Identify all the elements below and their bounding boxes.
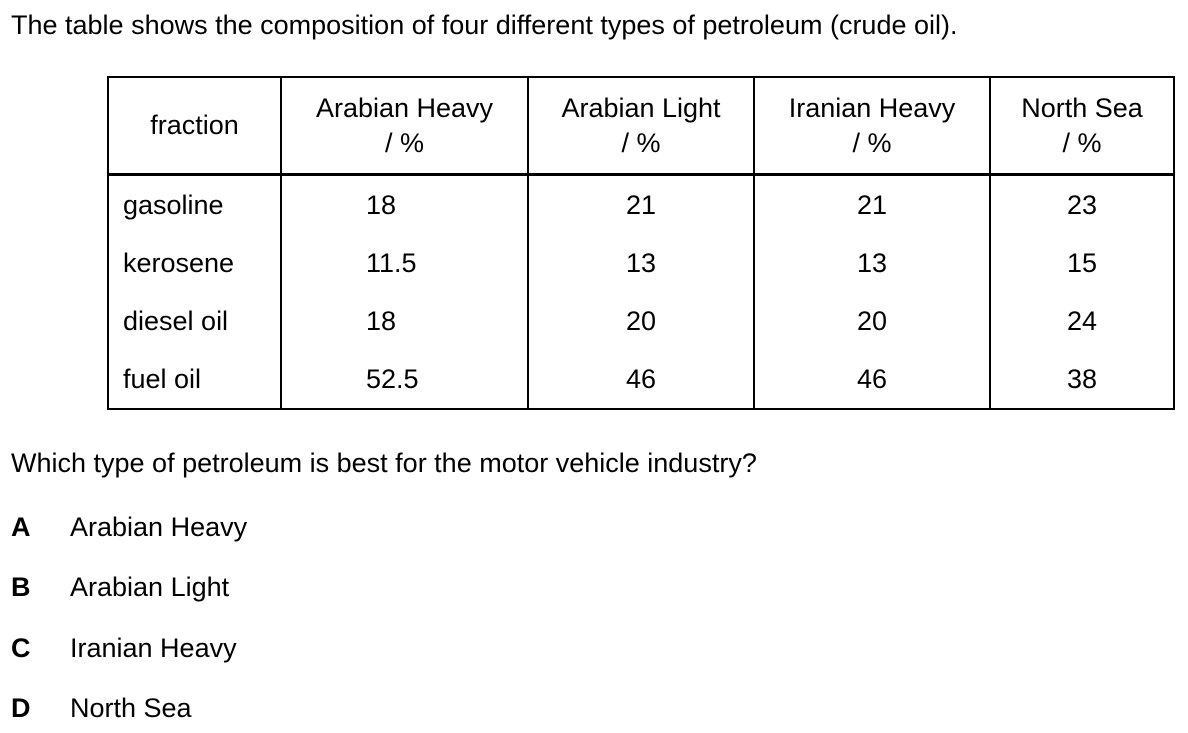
value-cell: 23 (989, 174, 1174, 234)
option-c[interactable]: C Iranian Heavy (11, 630, 237, 666)
table-row: kerosene 11.5 13 13 15 (108, 234, 1174, 292)
petroleum-composition-table: fraction Arabian Heavy / % Arabian Light… (107, 76, 1175, 410)
value-cell: 38 (989, 350, 1174, 409)
fraction-cell: fuel oil (123, 363, 202, 394)
header-label: North Sea (1021, 92, 1143, 123)
value-cell: 18 (280, 292, 528, 350)
value-cell: 21 (753, 174, 990, 234)
option-letter: A (11, 512, 31, 542)
option-text: Arabian Light (70, 572, 230, 602)
value-cell: 13 (753, 234, 990, 292)
header-iranian-heavy: Iranian Heavy / % (753, 77, 990, 176)
intro-text: The table shows the composition of four … (11, 10, 958, 40)
header-unit: / % (384, 127, 424, 158)
option-letter: B (11, 572, 31, 602)
value-cell: 46 (753, 350, 990, 409)
value-cell: 52.5 (280, 350, 528, 409)
header-label: Iranian Heavy (788, 92, 956, 123)
value-cell: 46 (527, 350, 754, 409)
header-label: fraction (150, 110, 239, 140)
header-arabian-light: Arabian Light / % (527, 77, 754, 176)
fraction-cell: kerosene (123, 247, 235, 278)
header-label: Arabian Heavy (315, 92, 494, 123)
option-d[interactable]: D North Sea (11, 690, 192, 726)
table-row: fuel oil 52.5 46 46 38 (108, 350, 1174, 409)
fraction-cell: gasoline (123, 189, 224, 220)
value-cell: 11.5 (280, 234, 528, 292)
header-unit: / % (1062, 127, 1102, 158)
option-text: Iranian Heavy (70, 633, 237, 663)
value-cell: 18 (280, 174, 528, 234)
table-row: diesel oil 18 20 20 24 (108, 292, 1174, 350)
value-cell: 15 (989, 234, 1174, 292)
table-row: gasoline 18 21 21 23 (108, 174, 1174, 234)
header-north-sea: North Sea / % (989, 77, 1174, 176)
header-unit: / % (621, 127, 661, 158)
option-a[interactable]: A Arabian Heavy (11, 509, 247, 545)
header-arabian-heavy: Arabian Heavy / % (280, 77, 528, 176)
table-header-row: fraction Arabian Heavy / % Arabian Light… (108, 77, 1174, 176)
fraction-cell: diesel oil (123, 305, 229, 336)
value-cell: 20 (753, 292, 990, 350)
header-label: Arabian Light (561, 92, 721, 123)
value-cell: 24 (989, 292, 1174, 350)
option-letter: C (11, 633, 31, 663)
value-cell: 21 (527, 174, 754, 234)
option-letter: D (11, 693, 31, 723)
header-fraction: fraction (108, 77, 281, 176)
value-cell: 13 (527, 234, 754, 292)
header-unit: / % (852, 127, 892, 158)
question-text: Which type of petroleum is best for the … (11, 448, 757, 478)
value-cell: 20 (527, 292, 754, 350)
option-b[interactable]: B Arabian Light (11, 569, 229, 605)
option-text: North Sea (70, 693, 192, 723)
option-text: Arabian Heavy (70, 512, 248, 542)
